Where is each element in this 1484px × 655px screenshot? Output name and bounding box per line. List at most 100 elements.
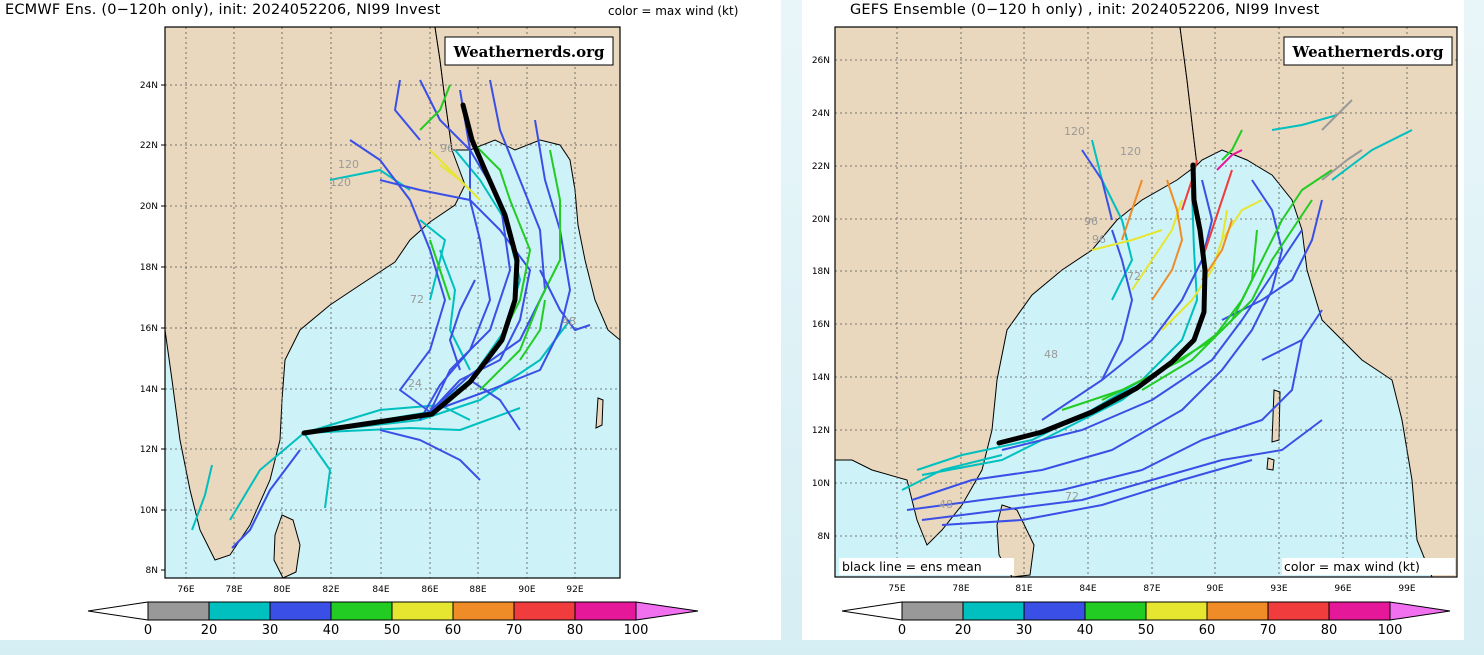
lat-tick: 16N	[812, 320, 830, 330]
hour-label: 72	[410, 293, 424, 306]
colorbar-label: 0	[144, 623, 152, 638]
hour-label: 96	[1092, 233, 1106, 246]
lon-tick: 80E	[273, 585, 290, 595]
andaman-islands	[595, 397, 604, 429]
hour-label: 48	[939, 498, 953, 511]
lat-tick: 14N	[812, 373, 830, 383]
lon-tick: 90E	[1206, 584, 1223, 594]
ecmwf-colorbar: 0 20 30 40 50 60 70 80 100	[87, 601, 699, 638]
lon-tick: 88E	[469, 585, 486, 595]
lon-tick: 78E	[225, 585, 242, 595]
lat-tick: 22N	[140, 141, 158, 151]
hour-label: 120	[1064, 125, 1085, 138]
watermark-box	[1283, 36, 1453, 66]
colorbar-label: 70	[506, 623, 523, 638]
colorbar-label: 80	[1321, 623, 1338, 638]
lat-tick: 22N	[812, 162, 830, 172]
lon-tick: 84E	[372, 585, 389, 595]
lat-tick: 12N	[812, 426, 830, 436]
lon-tick: 78E	[952, 584, 969, 594]
mean-legend-text: black line = ens mean	[842, 559, 982, 574]
colorbar-label: 30	[262, 623, 279, 638]
color-note-box	[1282, 558, 1455, 575]
colorbar-label: 60	[445, 623, 462, 638]
ensemble-tracks	[901, 99, 1413, 526]
lat-tick-marks	[161, 84, 165, 571]
lat-tick: 26N	[812, 56, 830, 66]
lon-tick: 81E	[1015, 584, 1032, 594]
colorbar-label: 60	[1199, 623, 1216, 638]
lon-tick: 92E	[566, 585, 583, 595]
ecmwf-map: 120 120 96 72 48 24 Weathernerds.org 24N…	[87, 26, 699, 638]
lat-tick: 12N	[140, 445, 158, 455]
hour-label: 96	[1084, 215, 1098, 228]
myanmar-land	[434, 27, 620, 341]
grid-lines	[835, 27, 1457, 577]
hour-label: 120	[1120, 145, 1141, 158]
lat-axis: 24N 22N 20N 18N 16N 14N 12N 10N 8N	[140, 81, 158, 576]
lon-tick: 96E	[1334, 584, 1351, 594]
colorbar-label: 30	[1016, 623, 1033, 638]
watermark-text: Weathernerds.org	[452, 43, 605, 61]
hour-label: 48	[1044, 348, 1058, 361]
hour-label: 120	[330, 176, 351, 189]
hour-label: 72	[1127, 270, 1141, 283]
hour-label: 120	[338, 158, 359, 171]
hour-label: 96	[440, 142, 454, 155]
nicobar-island	[1266, 457, 1275, 471]
lat-tick: 18N	[812, 267, 830, 277]
lon-tick: 76E	[177, 585, 194, 595]
colorbar-label: 100	[1378, 623, 1403, 638]
sri-lanka-land	[273, 514, 301, 578]
lon-tick: 84E	[1079, 584, 1096, 594]
lat-tick: 10N	[140, 506, 158, 516]
colorbar-label: 20	[955, 623, 972, 638]
colorbar-label: 40	[1077, 623, 1094, 638]
lat-tick: 8N	[146, 566, 158, 576]
colorbar-label: 0	[898, 623, 906, 638]
color-note-text: color = max wind (kt)	[1284, 559, 1420, 574]
ecmwf-mean-track	[301, 102, 520, 436]
colorbar-label: 70	[1260, 623, 1277, 638]
hour-label: 48	[562, 315, 576, 328]
lon-tick: 93E	[1270, 584, 1287, 594]
lat-tick: 10N	[812, 479, 830, 489]
colorbar-label: 80	[567, 623, 584, 638]
ecmwf-title: ECMWF Ens. (0−120h only), init: 20240522…	[5, 2, 441, 18]
colorbar-label: 100	[624, 623, 649, 638]
lat-tick: 20N	[140, 202, 158, 212]
india-land	[165, 27, 466, 561]
ecmwf-color-note: color = max wind (kt)	[608, 4, 739, 18]
colorbar-label: 50	[384, 623, 401, 638]
lon-tick: 87E	[1143, 584, 1160, 594]
lat-tick: 18N	[140, 263, 158, 273]
lon-axis: 76E 78E 80E 82E 84E 86E 88E 90E 92E	[177, 585, 583, 595]
lat-tick: 14N	[140, 385, 158, 395]
ensemble-tracks	[191, 79, 591, 549]
gefs-map: 120 120 96 96 72 48 48 72 Weathernerds.o…	[812, 26, 1458, 638]
map-frame	[164, 26, 621, 579]
gefs-title: GEFS Ensemble (0−120 h only) , init: 202…	[850, 2, 1320, 18]
mean-legend-box	[839, 558, 1014, 575]
colorbar-label: 20	[201, 623, 218, 638]
map-frame	[834, 26, 1458, 578]
watermark-text: Weathernerds.org	[1291, 43, 1444, 61]
lat-tick: 8N	[818, 532, 830, 542]
lon-tick: 99E	[1398, 584, 1415, 594]
lon-tick: 82E	[322, 585, 339, 595]
ecmwf-panel: ECMWF Ens. (0−120h only), init: 20240522…	[5, 2, 739, 638]
watermark-box	[444, 36, 614, 66]
hour-label: 72	[1065, 490, 1079, 503]
lon-tick: 90E	[518, 585, 535, 595]
colorbar-label: 40	[323, 623, 340, 638]
lon-tick: 75E	[888, 584, 905, 594]
lon-tick: 86E	[421, 585, 438, 595]
lat-tick: 16N	[140, 324, 158, 334]
gefs-mean-track	[996, 162, 1208, 446]
lon-axis: 75E 78E 81E 84E 87E 90E 93E 96E 99E	[888, 584, 1415, 594]
gefs-colorbar: 0 20 30 40 50 60 70 80 100	[841, 601, 1451, 638]
gefs-panel: GEFS Ensemble (0−120 h only) , init: 202…	[802, 0, 1464, 640]
lat-tick: 24N	[812, 109, 830, 119]
hour-label: 24	[408, 377, 422, 390]
lat-axis: 26N 24N 22N 20N 18N 16N 14N 12N 10N 8N	[812, 56, 830, 542]
